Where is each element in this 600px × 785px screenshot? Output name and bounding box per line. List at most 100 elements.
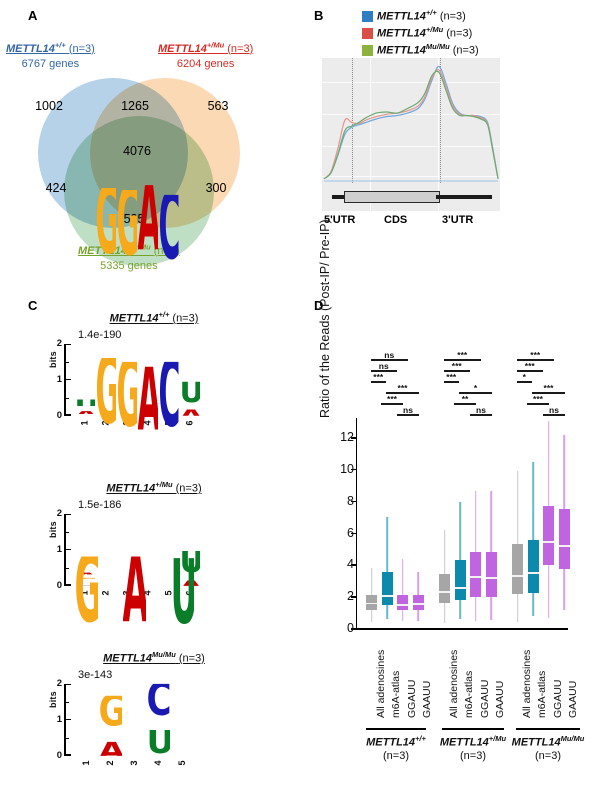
significance-label: *** [457, 350, 468, 360]
motif-base-G: G [117, 190, 137, 416]
motif-position-6: UA [179, 514, 200, 586]
venn-count-only-wt: 1002 [35, 99, 63, 113]
significance-bar [397, 414, 419, 416]
motif-base-C: C [158, 362, 179, 452]
box-body [470, 551, 481, 597]
venn-genecount-wt: 6767 genes [21, 57, 80, 70]
group-genotype: METTL14+/Mu [439, 733, 507, 749]
venn-count-all: 4076 [123, 144, 151, 158]
motif-logo-pvalue-0: 1.4e-190 [78, 328, 122, 341]
motif-position-3: G [116, 362, 137, 586]
legend-item-mut: METTL14Mu/Mu (n=3) [362, 42, 479, 59]
motif-base-A: A [138, 185, 158, 415]
x-category-label: All adenosines [447, 649, 460, 718]
median-line [412, 603, 424, 605]
x-category-label: GGAUU [405, 679, 418, 718]
panel-c-letter: C [28, 298, 38, 313]
venn-gene-name-het: METTL14+/Mu (n=3) [158, 40, 254, 55]
boxplot-box [454, 418, 466, 628]
boxplot-box [485, 418, 497, 628]
significance-label: *** [397, 383, 408, 393]
panel-c-motif-logos: C METTL14+/+ (n=3)1.4e-190bits012UACGGAC… [0, 185, 300, 785]
venn-circle-mut [64, 116, 214, 266]
motif-base-G: G [75, 578, 95, 579]
box-body [412, 595, 424, 611]
motif-position-5: C [158, 195, 179, 416]
venn-label-mut: METTL14Mu/Mu (n=3) 5335 genes [78, 242, 180, 273]
motif-logo-title-0: METTL14+/+ (n=3) [109, 310, 199, 325]
significance-bar [516, 381, 532, 383]
legend-swatch-het [362, 27, 373, 39]
boxplot-y-axis-label: Ratio of the Reads (Post-IP/ Pre-IP) [318, 219, 332, 418]
boxplot-box [381, 418, 393, 628]
box-body [543, 506, 554, 566]
boxplot-box [366, 418, 377, 628]
y-tick-12 [351, 437, 356, 439]
group-n: (n=3) [460, 750, 486, 763]
boxplot-box [512, 418, 523, 628]
box-body [381, 571, 393, 605]
motif-logo-stacks-2: GGAACUU [74, 556, 194, 756]
motif-base-U: U [75, 583, 95, 584]
gene-structure-track [332, 191, 492, 203]
significance-bar [370, 370, 397, 372]
boxplot-box [543, 418, 554, 628]
motif-logo-pvalue-2: 3e-143 [78, 668, 113, 681]
group-rule [366, 728, 426, 730]
box-body [512, 544, 523, 594]
motif-base-A: A [75, 411, 95, 414]
significance-bar [443, 370, 470, 372]
motif-xtick-3: 3 [129, 760, 139, 766]
motif-base-G: G [75, 556, 98, 755]
panel-d-boxplot: D Ratio of the Reads (Post-IP/ Pre-IP) n… [300, 219, 600, 785]
motif-position-5: U [170, 558, 194, 756]
motif-logo-title-2: METTL14Mu/Mu (n=3) [103, 650, 205, 665]
significance-label: ns [549, 405, 559, 415]
whisker [532, 461, 534, 617]
significance-label: *** [373, 372, 384, 382]
y-tick-label-8: 8 [347, 493, 354, 508]
significance-bar [516, 370, 543, 372]
significance-label: * [522, 372, 526, 382]
motif-position-4: A [137, 185, 158, 416]
motif-logo-1: METTL14+/Mu (n=3) 1.5e-186 bits012AGUCGGAC… [0, 358, 300, 604]
median-line [454, 587, 466, 590]
legend-swatch-wt [362, 10, 373, 22]
motif-base-U: U [171, 558, 194, 755]
motif-base-G: G [117, 362, 137, 585]
boxplot-x-axis [356, 628, 568, 630]
motif-xtick-6: 6 [184, 420, 195, 426]
y-tick-0 [351, 628, 356, 630]
y-tick-4 [351, 564, 356, 566]
motif-position-4: A [137, 367, 158, 586]
panel-a-venn: A METTL14+/+ (n=3) 6767 genes METTL14+/M… [0, 0, 300, 285]
venn-count-wt-het: 1265 [121, 99, 149, 113]
significance-group-2: *** *** * *** *** ns [516, 346, 582, 416]
group-n: (n=3) [535, 750, 561, 763]
metagene-divider-3utr [440, 58, 441, 183]
motif-position-5: C [158, 362, 179, 586]
x-category-label: GAAUU [421, 680, 434, 718]
group-genotype: METTL14Mu/Mu [511, 733, 585, 749]
venn-gene-name-wt: METTL14+/+ (n=3) [6, 40, 95, 55]
motif-position-2: G [95, 188, 116, 416]
venn-count-het-mut: 300 [205, 181, 227, 195]
median-line [543, 541, 554, 543]
metagene-curve-1 [323, 69, 499, 180]
legend-item-het: METTL14+/Mu (n=3) [362, 25, 479, 42]
significance-bar [470, 414, 492, 416]
group-n: (n=3) [383, 750, 409, 763]
y-tick-2 [351, 596, 356, 598]
venn-gene-name-mut: METTL14Mu/Mu (n=3) [78, 242, 180, 257]
x-category-label: GGAUU [478, 679, 491, 718]
significance-bar [386, 392, 419, 394]
group-rule [442, 728, 504, 730]
group-genotype: METTL14+/+ [366, 733, 426, 749]
significance-bar [527, 403, 549, 405]
significance-bar [459, 392, 492, 394]
median-line [439, 591, 450, 593]
boxplot-group-label-0: METTL14+/+ (n=3) [358, 728, 434, 762]
motif-xtick-2: 2 [105, 760, 115, 766]
legend-swatch-mut [362, 44, 373, 56]
